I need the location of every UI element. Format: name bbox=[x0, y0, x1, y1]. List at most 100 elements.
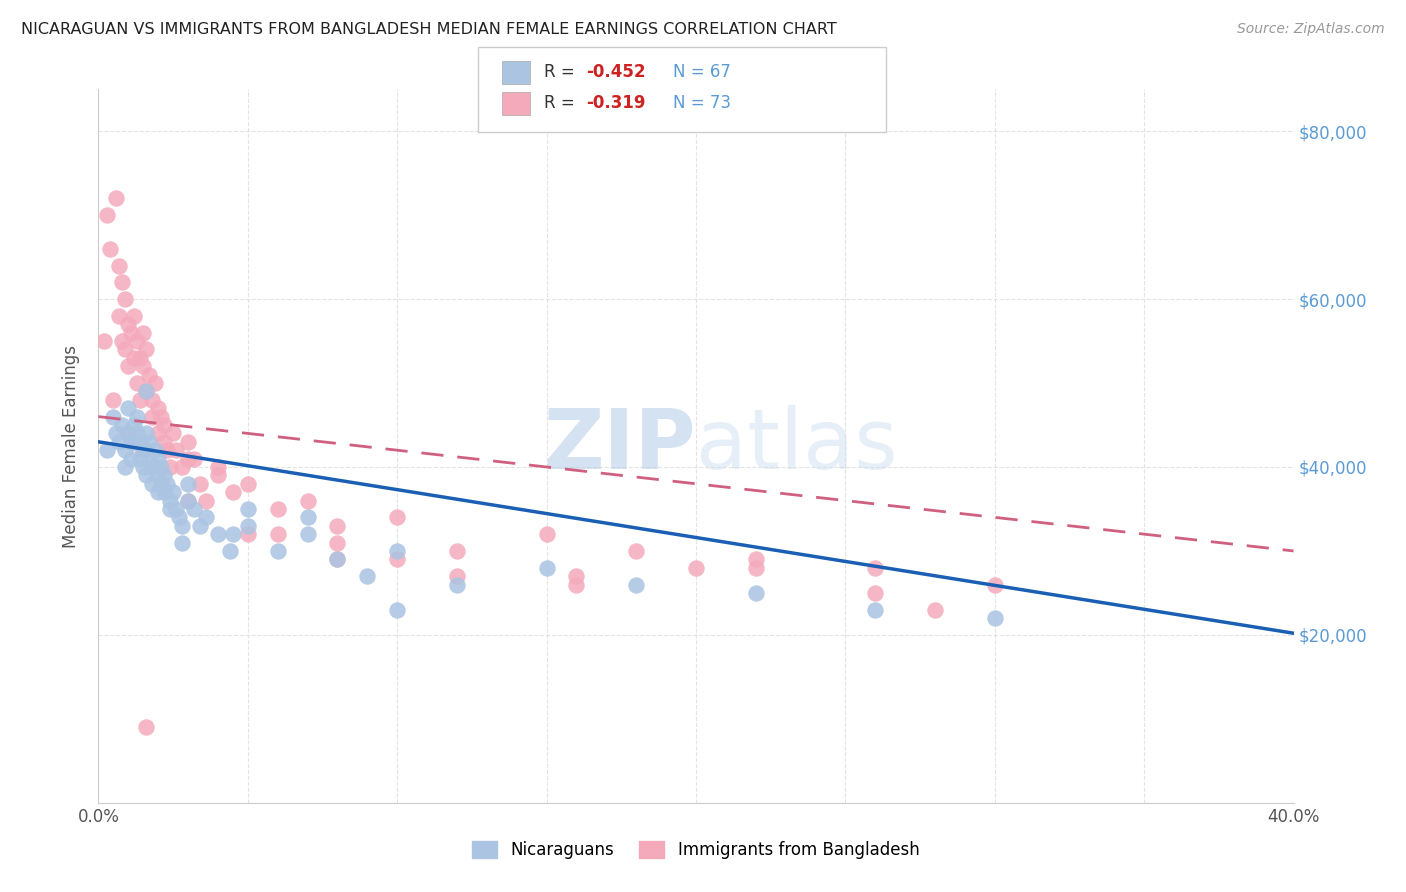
Point bbox=[127, 376, 149, 390]
Point bbox=[135, 468, 157, 483]
Point bbox=[143, 376, 166, 390]
Point bbox=[172, 460, 194, 475]
Point bbox=[114, 343, 136, 357]
Point bbox=[124, 417, 146, 432]
Point bbox=[132, 359, 155, 374]
Point bbox=[117, 359, 139, 374]
Point bbox=[111, 275, 134, 289]
Point bbox=[207, 468, 229, 483]
Point bbox=[865, 603, 887, 617]
Point bbox=[188, 518, 211, 533]
Point bbox=[222, 527, 245, 541]
Point bbox=[148, 485, 170, 500]
Point bbox=[326, 518, 349, 533]
Point bbox=[385, 603, 409, 617]
Point bbox=[153, 434, 176, 449]
Point bbox=[153, 468, 176, 483]
Point bbox=[236, 518, 259, 533]
Point bbox=[356, 569, 378, 583]
Point bbox=[120, 326, 142, 340]
Point bbox=[165, 443, 187, 458]
Point bbox=[385, 544, 409, 558]
Point bbox=[103, 392, 125, 407]
Text: NICARAGUAN VS IMMIGRANTS FROM BANGLADESH MEDIAN FEMALE EARNINGS CORRELATION CHAR: NICARAGUAN VS IMMIGRANTS FROM BANGLADESH… bbox=[21, 22, 837, 37]
Point bbox=[141, 409, 163, 424]
Point bbox=[114, 292, 136, 306]
Point bbox=[385, 552, 409, 566]
Point bbox=[150, 409, 173, 424]
Point bbox=[177, 493, 200, 508]
Point bbox=[124, 351, 146, 365]
Point bbox=[148, 451, 170, 466]
Point bbox=[183, 502, 205, 516]
Point bbox=[135, 720, 157, 734]
Point bbox=[385, 510, 409, 524]
Point bbox=[129, 351, 152, 365]
Text: R =: R = bbox=[544, 95, 581, 112]
Point bbox=[156, 476, 179, 491]
Text: ZIP: ZIP bbox=[544, 406, 696, 486]
Point bbox=[172, 535, 194, 549]
Point bbox=[103, 409, 125, 424]
Text: atlas: atlas bbox=[696, 406, 897, 486]
Point bbox=[297, 527, 319, 541]
Point bbox=[222, 485, 245, 500]
Point bbox=[267, 502, 290, 516]
Point bbox=[98, 242, 122, 256]
Point bbox=[141, 476, 163, 491]
Point bbox=[177, 476, 200, 491]
Point bbox=[267, 544, 290, 558]
Point bbox=[177, 451, 200, 466]
Text: -0.319: -0.319 bbox=[586, 95, 645, 112]
Point bbox=[114, 460, 136, 475]
Legend: Nicaraguans, Immigrants from Bangladesh: Nicaraguans, Immigrants from Bangladesh bbox=[465, 834, 927, 866]
Point bbox=[124, 309, 146, 323]
Point bbox=[446, 577, 468, 591]
Point bbox=[150, 460, 173, 475]
Point bbox=[108, 434, 131, 449]
Point bbox=[195, 493, 218, 508]
Point bbox=[138, 368, 160, 382]
Point bbox=[536, 527, 558, 541]
Point bbox=[195, 510, 218, 524]
Point bbox=[924, 603, 946, 617]
Point bbox=[117, 401, 139, 416]
Point bbox=[565, 577, 588, 591]
Point bbox=[132, 443, 155, 458]
Point bbox=[129, 392, 152, 407]
Y-axis label: Median Female Earnings: Median Female Earnings bbox=[62, 344, 80, 548]
Point bbox=[745, 552, 768, 566]
Point bbox=[120, 434, 142, 449]
Point bbox=[159, 493, 181, 508]
Point bbox=[167, 510, 190, 524]
Point bbox=[153, 417, 176, 432]
Point bbox=[326, 552, 349, 566]
Text: R =: R = bbox=[544, 63, 581, 81]
Point bbox=[132, 443, 155, 458]
Point bbox=[207, 460, 229, 475]
Point bbox=[326, 535, 349, 549]
Text: N = 73: N = 73 bbox=[673, 95, 731, 112]
Point bbox=[236, 527, 259, 541]
Point bbox=[143, 460, 166, 475]
Point bbox=[141, 392, 163, 407]
Point bbox=[446, 569, 468, 583]
Point bbox=[148, 468, 170, 483]
Point bbox=[165, 502, 187, 516]
Point bbox=[108, 259, 131, 273]
Point bbox=[148, 401, 170, 416]
Point bbox=[188, 476, 211, 491]
Point bbox=[129, 451, 152, 466]
Point bbox=[114, 443, 136, 458]
Point bbox=[135, 443, 157, 458]
Point bbox=[141, 460, 163, 475]
Point bbox=[153, 485, 176, 500]
Point bbox=[297, 510, 319, 524]
Point bbox=[159, 502, 181, 516]
Point bbox=[135, 426, 157, 441]
Point bbox=[536, 560, 558, 574]
Point bbox=[626, 577, 648, 591]
Point bbox=[865, 560, 887, 574]
Point bbox=[984, 577, 1007, 591]
Point bbox=[135, 384, 157, 399]
